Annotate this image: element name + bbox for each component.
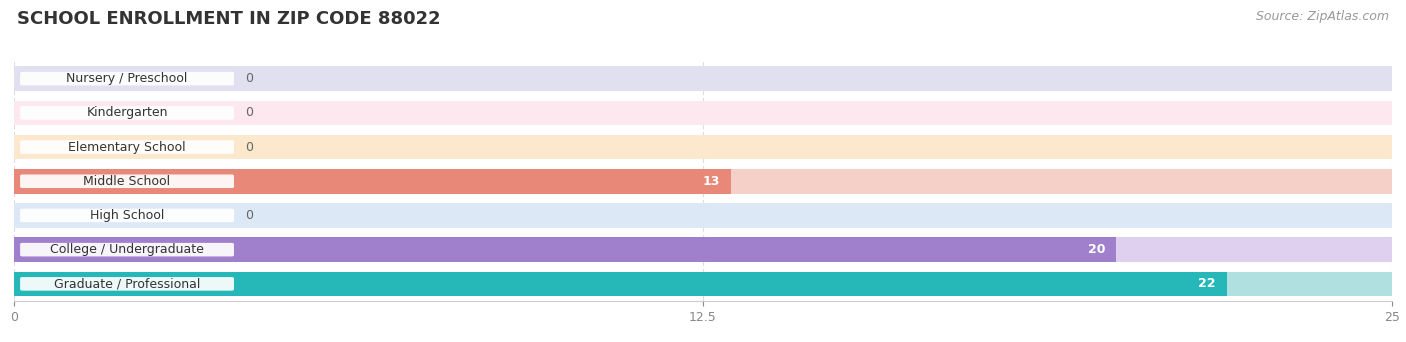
FancyBboxPatch shape [20,243,233,256]
FancyBboxPatch shape [20,209,233,222]
Text: Kindergarten: Kindergarten [86,106,167,119]
Text: 0: 0 [246,141,253,154]
Bar [14,272,1392,296]
FancyBboxPatch shape [20,72,233,86]
Bar [14,272,1226,296]
Text: SCHOOL ENROLLMENT IN ZIP CODE 88022: SCHOOL ENROLLMENT IN ZIP CODE 88022 [17,10,440,28]
Text: Graduate / Professional: Graduate / Professional [53,277,200,290]
FancyBboxPatch shape [20,277,233,291]
Text: High School: High School [90,209,165,222]
Text: 0: 0 [246,106,253,119]
Bar [14,237,1116,262]
Text: Elementary School: Elementary School [69,141,186,154]
Bar [14,169,1392,194]
Text: 22: 22 [1198,277,1216,290]
Text: 0: 0 [246,72,253,85]
Text: Source: ZipAtlas.com: Source: ZipAtlas.com [1256,10,1389,23]
Text: College / Undergraduate: College / Undergraduate [51,243,204,256]
Text: 0: 0 [246,209,253,222]
Bar [14,135,1392,159]
Bar [14,169,731,194]
Bar [14,66,1392,91]
Text: 13: 13 [702,175,720,188]
Bar [14,101,1392,125]
FancyBboxPatch shape [20,140,233,154]
FancyBboxPatch shape [20,106,233,120]
Text: Nursery / Preschool: Nursery / Preschool [66,72,188,85]
Text: Middle School: Middle School [83,175,170,188]
Text: 20: 20 [1088,243,1105,256]
Bar [14,237,1392,262]
Bar [14,203,1392,228]
FancyBboxPatch shape [20,174,233,188]
